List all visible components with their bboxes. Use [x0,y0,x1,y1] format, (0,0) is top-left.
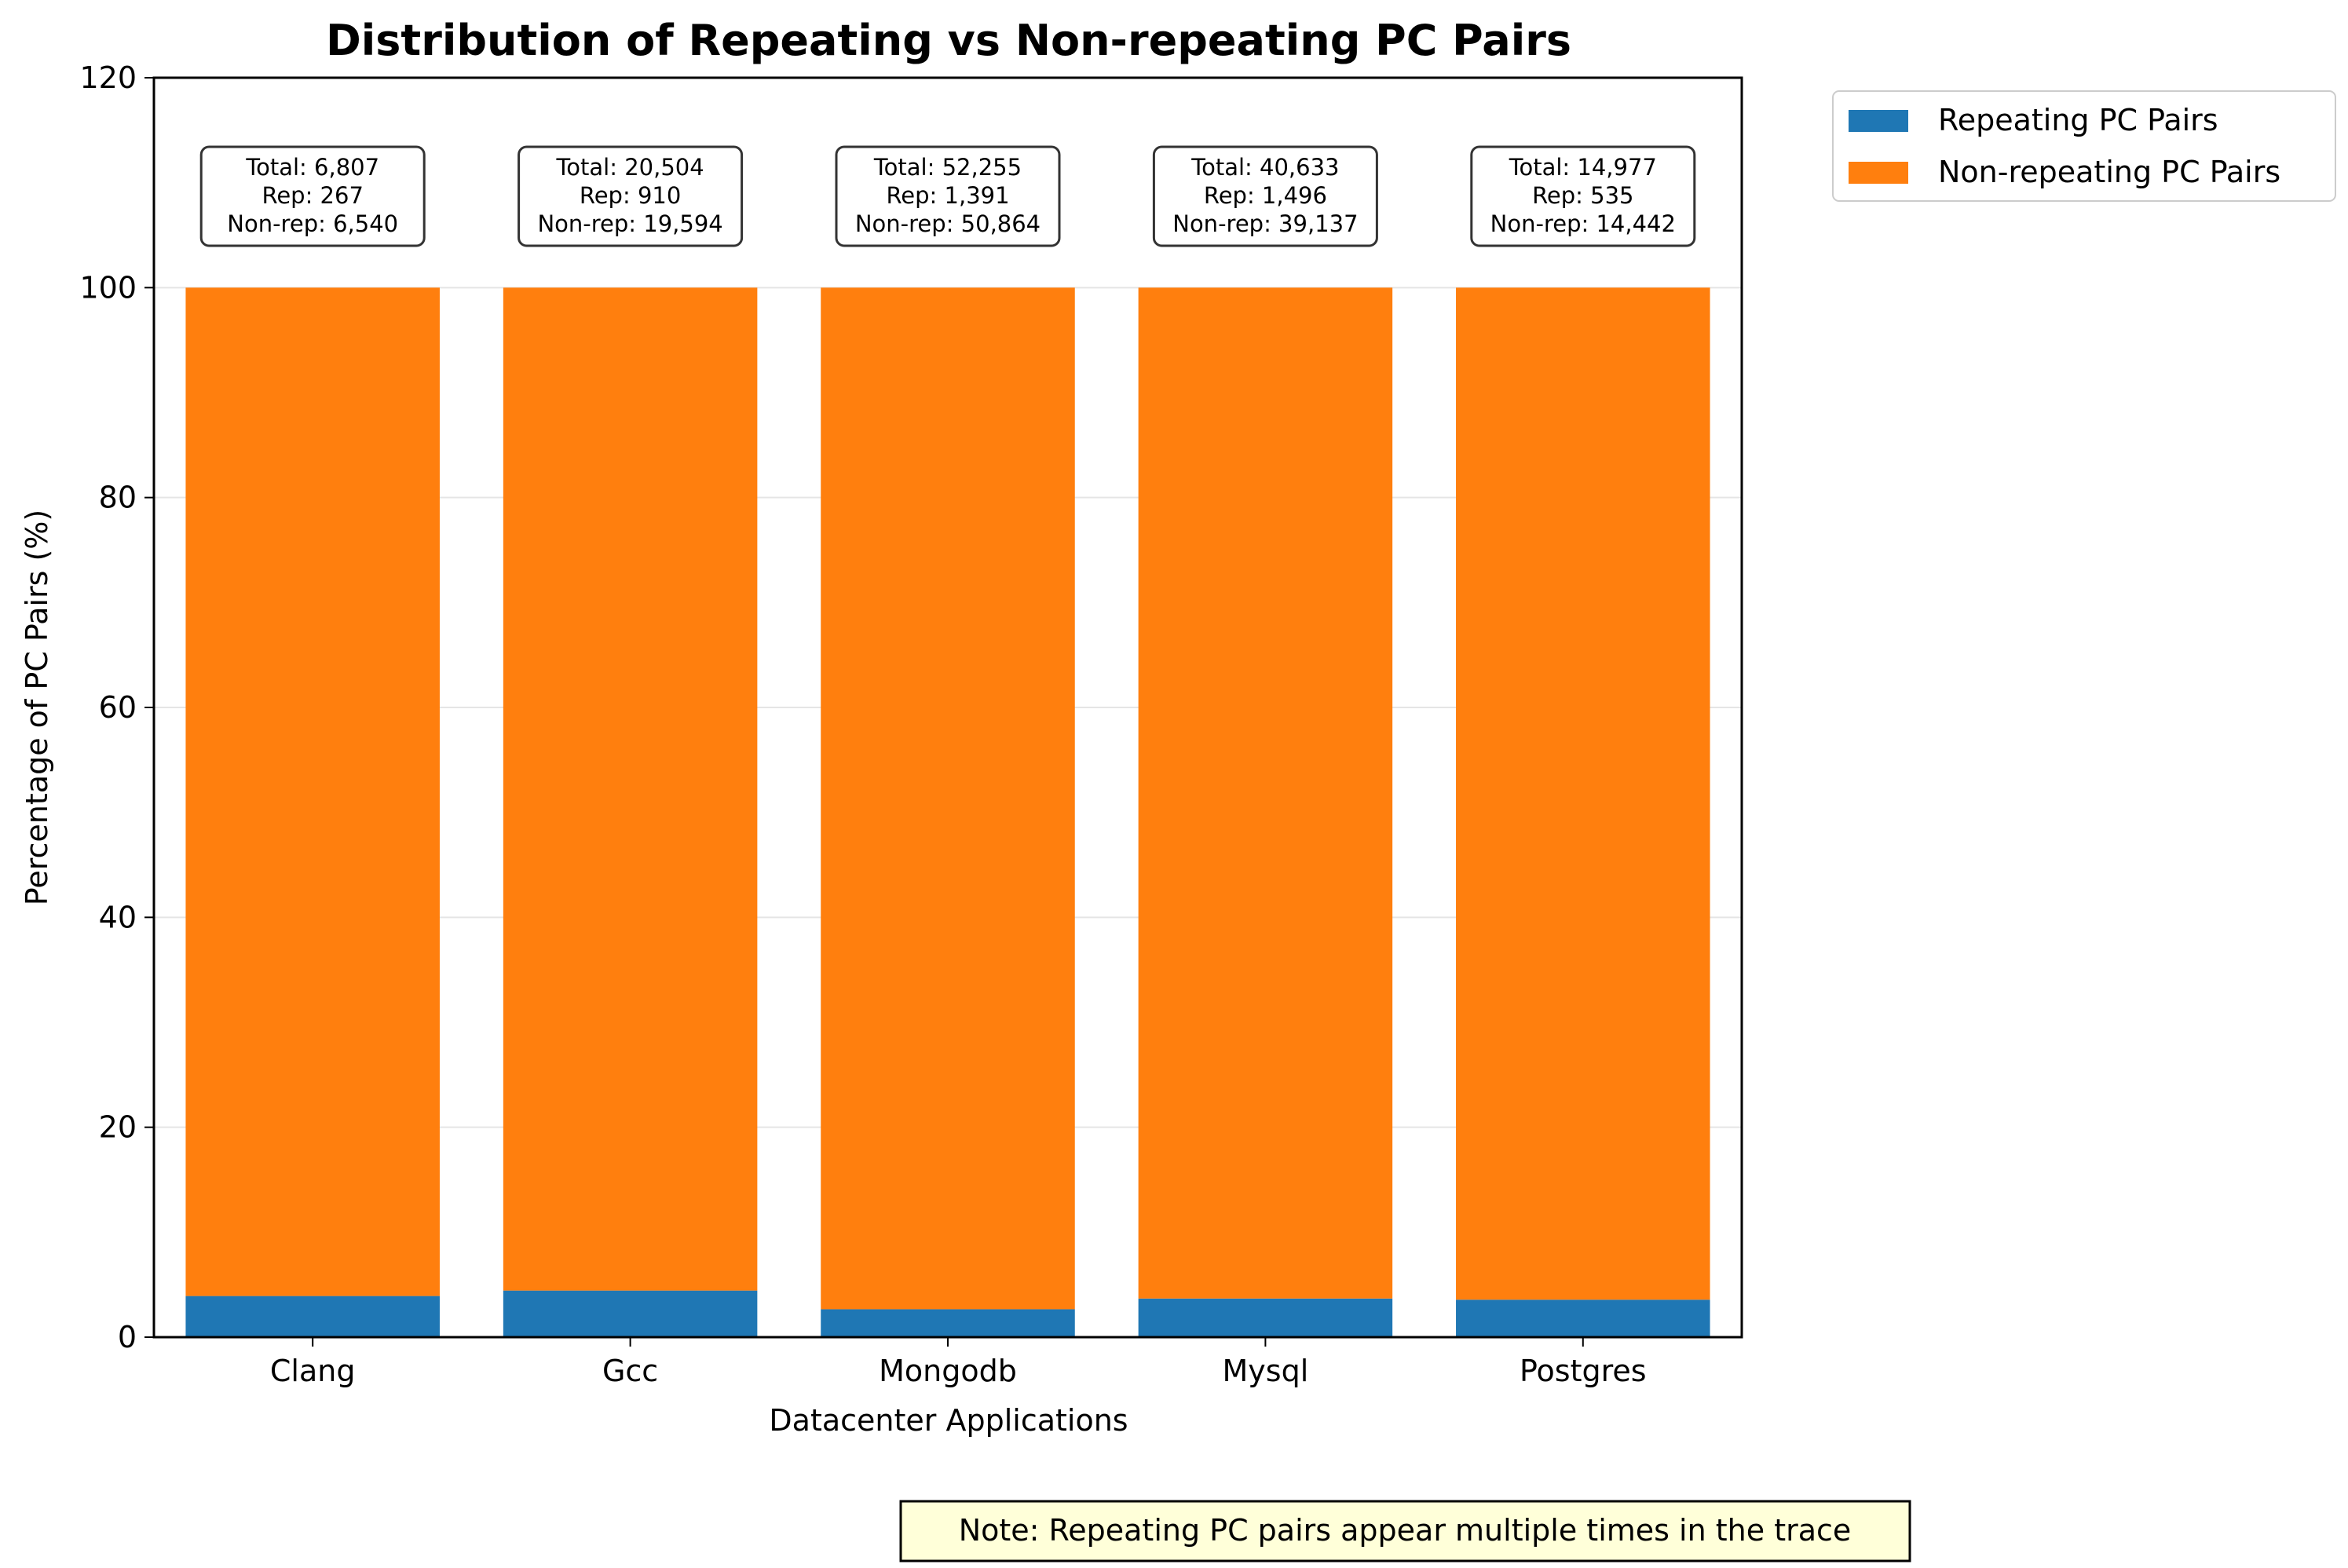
annotation-total: Total: 6,807 [245,154,379,181]
repeating-bar [1138,1298,1393,1337]
annotation-nonrep: Non-rep: 19,594 [537,210,722,237]
note-text: Note: Repeating PC pairs appear multiple… [959,1513,1852,1548]
y-tick-label: 40 [99,900,137,934]
repeating-bar [185,1296,440,1337]
annotation-total: Total: 40,633 [1190,154,1339,181]
y-axis-ticks: 0 20 40 60 80 100 120 [79,60,154,1354]
non-repeating-bar [503,287,758,1291]
y-tick-label: 20 [99,1110,137,1145]
y-tick-label: 80 [99,481,137,515]
annotation-rep: Rep: 1,391 [886,182,1009,209]
x-tick-label: Postgres [1520,1354,1647,1388]
annotation-rep: Rep: 535 [1532,182,1633,209]
legend-label: Non-repeating PC Pairs [1938,155,2280,189]
non-repeating-bar [1456,287,1710,1300]
chart-title: Distribution of Repeating vs Non-repeati… [326,16,1571,65]
bars [185,287,1710,1337]
annotation-rep: Rep: 1,496 [1204,182,1327,209]
annotation-total: Total: 20,504 [555,154,704,181]
repeating-bar [821,1309,1075,1337]
x-axis-label: Datacenter Applications [769,1403,1128,1438]
y-tick-label: 100 [79,270,137,305]
y-axis-label: Percentage of PC Pairs (%) [20,510,54,905]
legend-frame [1832,90,2336,202]
annotation-nonrep: Non-rep: 39,137 [1172,210,1358,237]
repeating-bar [503,1290,758,1337]
note-background [899,1500,1911,1563]
annotation-total: Total: 14,977 [1509,154,1657,181]
annotation-nonrep: Non-rep: 50,864 [855,210,1041,237]
x-tick-label: Mysql [1223,1354,1309,1388]
legend-swatch [1849,110,1908,132]
non-repeating-bar [1138,287,1393,1299]
non-repeating-bar [185,287,440,1296]
annotation-frame [199,145,426,247]
legend: Repeating PC Pairs Non-repeating PC Pairs [1832,90,2336,202]
x-axis-ticks: Clang Gcc Mongodb Mysql Postgres [270,1337,1647,1388]
repeating-bar [1456,1299,1710,1337]
y-tick-label: 120 [79,60,137,95]
annotation-nonrep: Non-rep: 6,540 [227,210,398,237]
annotation-total: Total: 52,255 [873,154,1022,181]
x-tick-label: Mongodb [879,1354,1017,1388]
annotation-frame [835,145,1061,247]
x-tick-label: Clang [270,1354,356,1388]
legend-label: Repeating PC Pairs [1938,103,2218,137]
legend-swatch [1849,162,1908,184]
y-tick-label: 0 [118,1320,137,1354]
x-tick-label: Gcc [602,1354,658,1388]
annotation-frame [1470,145,1696,247]
annotation-nonrep: Non-rep: 14,442 [1490,210,1676,237]
non-repeating-bar [821,287,1075,1310]
annotation-frame [1152,145,1378,247]
annotation-rep: Rep: 267 [261,182,363,209]
annotation-rep: Rep: 910 [580,182,681,209]
note-box: Note: Repeating PC pairs appear multiple… [899,1500,1911,1563]
y-tick-label: 60 [99,690,137,725]
annotation-frame [518,145,744,247]
